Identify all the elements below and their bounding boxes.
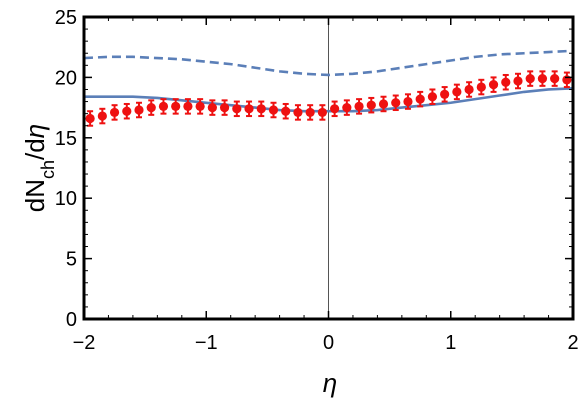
data-point bbox=[342, 103, 352, 113]
y-axis-title-var: η bbox=[20, 124, 50, 138]
data-point bbox=[207, 103, 217, 113]
y-tick-label: 25 bbox=[55, 7, 77, 29]
data-point bbox=[427, 92, 438, 102]
y-axis-title-sub: ch bbox=[38, 160, 58, 179]
data-point bbox=[378, 99, 389, 109]
data-point bbox=[171, 101, 181, 111]
y-axis-title-tail: /d bbox=[20, 138, 50, 160]
plot-area bbox=[82, 15, 575, 321]
data-point bbox=[183, 101, 193, 111]
data-point bbox=[415, 94, 425, 104]
data-point bbox=[488, 80, 499, 90]
y-tick-label: 10 bbox=[55, 188, 77, 210]
y-tick-label: 0 bbox=[66, 309, 77, 331]
data-point bbox=[122, 106, 132, 116]
data-point bbox=[219, 103, 230, 113]
data-point bbox=[366, 100, 376, 110]
data-point bbox=[440, 89, 450, 99]
y-axis: 0 5 10 15 20 25 bbox=[55, 7, 573, 331]
data-point bbox=[525, 74, 535, 84]
data-point bbox=[195, 101, 205, 111]
y-tick-label: 20 bbox=[55, 67, 77, 89]
data-point bbox=[513, 76, 523, 86]
y-axis-title: dNch/dη bbox=[20, 124, 58, 212]
y-tick-label: 5 bbox=[66, 249, 77, 271]
data-point bbox=[85, 113, 95, 124]
data-point bbox=[452, 87, 462, 97]
x-tick-label: 1 bbox=[445, 332, 456, 354]
x-tick-label: −2 bbox=[73, 332, 96, 354]
data-point bbox=[354, 101, 364, 111]
data-point bbox=[97, 111, 107, 121]
dashed-curve bbox=[83, 49, 574, 77]
x-axis-title: η bbox=[323, 368, 337, 398]
x-axis: −2 −1 0 1 2 bbox=[73, 17, 579, 354]
x-tick-label: −1 bbox=[195, 332, 218, 354]
data-point bbox=[244, 104, 254, 114]
data-point bbox=[391, 98, 401, 108]
data-point bbox=[268, 105, 279, 115]
data-point bbox=[537, 74, 548, 84]
y-axis-title-base: dN bbox=[20, 179, 50, 212]
x-tick-label: 2 bbox=[567, 332, 578, 354]
data-point bbox=[256, 104, 266, 114]
data-point bbox=[158, 101, 169, 111]
data-point bbox=[476, 82, 486, 92]
data-point bbox=[109, 107, 120, 118]
data-point bbox=[281, 106, 291, 116]
data-point bbox=[501, 77, 511, 87]
data-point bbox=[146, 103, 156, 113]
data-point bbox=[134, 105, 144, 115]
data-point bbox=[562, 75, 572, 85]
y-tick-label: 15 bbox=[55, 128, 77, 150]
data-point bbox=[403, 96, 413, 107]
data-point bbox=[330, 104, 340, 114]
x-tick-label: 0 bbox=[323, 332, 334, 354]
data-point bbox=[232, 104, 242, 114]
data-point bbox=[317, 107, 327, 118]
data-point bbox=[305, 107, 315, 118]
data-point bbox=[550, 74, 560, 84]
data-point bbox=[464, 84, 474, 95]
data-point bbox=[293, 107, 303, 118]
